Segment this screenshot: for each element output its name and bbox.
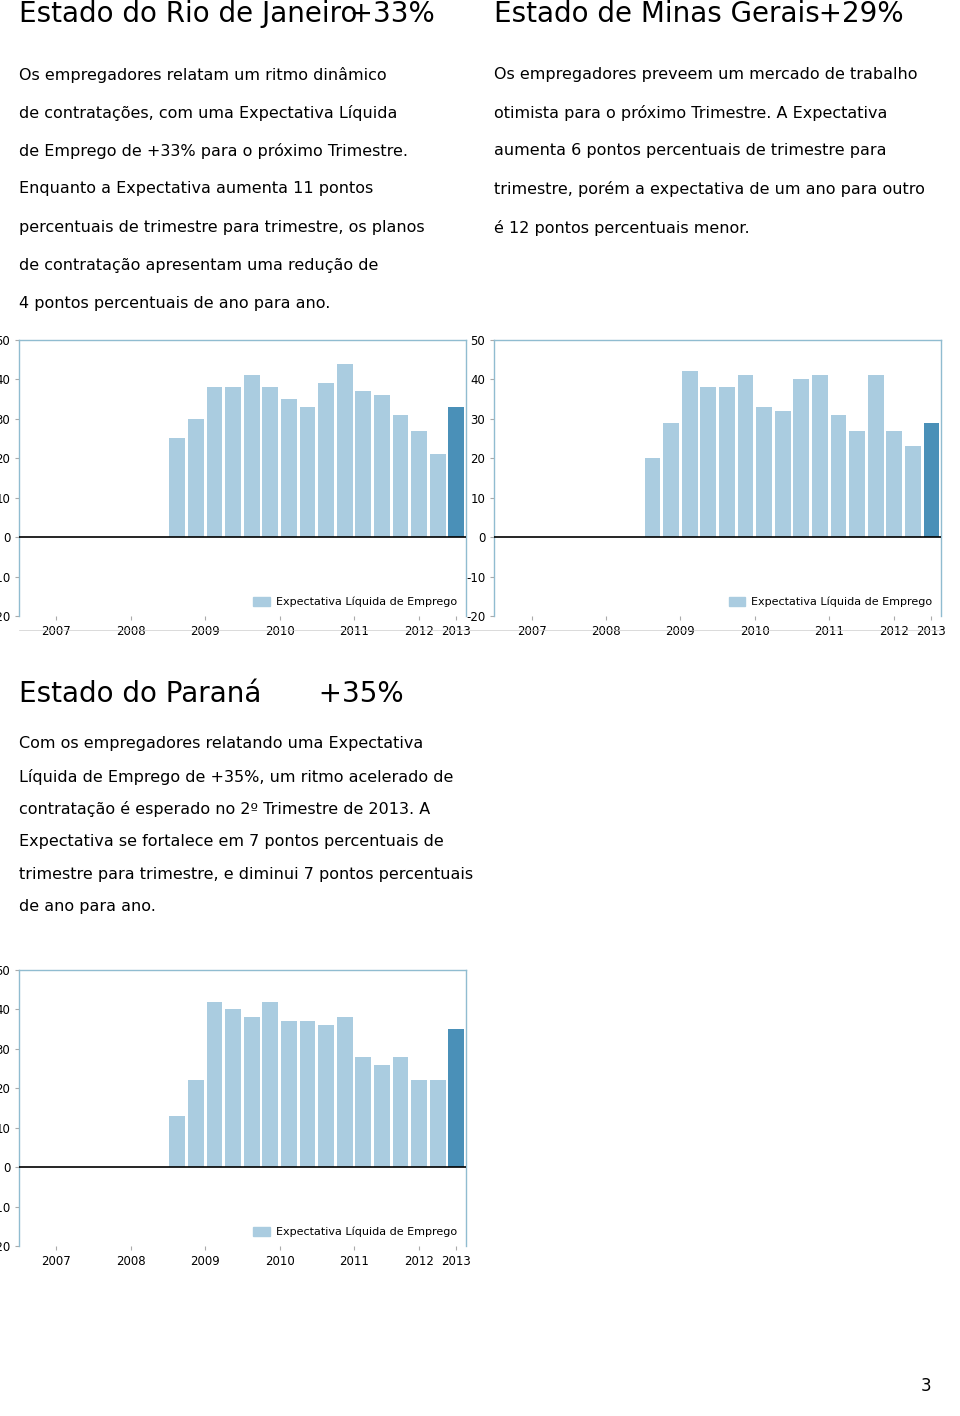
Bar [448,406,465,537]
Bar [337,1017,352,1167]
Bar [430,1080,445,1167]
Text: Com os empregadores relatando uma Expectativa: Com os empregadores relatando uma Expect… [19,736,423,752]
Bar [905,446,921,537]
Bar [393,415,408,537]
Bar [374,1065,390,1167]
Bar [262,387,278,537]
Bar [411,1080,427,1167]
Bar [737,375,754,537]
Bar [756,406,772,537]
Bar [850,430,865,537]
Bar [300,406,316,537]
Legend: Expectativa Líquida de Emprego: Expectativa Líquida de Emprego [725,593,935,610]
Bar [374,395,390,537]
Bar [318,1025,334,1167]
Text: Os empregadores relatam um ritmo dinâmico: Os empregadores relatam um ritmo dinâmic… [19,67,387,82]
Text: de contratações, com uma Expectativa Líquida: de contratações, com uma Expectativa Líq… [19,105,397,120]
Text: otimista para o próximo Trimestre. A Expectativa: otimista para o próximo Trimestre. A Exp… [494,105,888,120]
Text: Estado de Minas Gerais: Estado de Minas Gerais [494,0,820,28]
Bar [644,459,660,537]
Bar [393,1056,408,1167]
Bar [868,375,883,537]
Bar [206,387,223,537]
Text: trimestre para trimestre, e diminui 7 pontos percentuais: trimestre para trimestre, e diminui 7 po… [19,867,473,882]
Legend: Expectativa Líquida de Emprego: Expectativa Líquida de Emprego [250,593,460,610]
Bar [188,419,204,537]
Text: de Emprego de +33% para o próximo Trimestre.: de Emprego de +33% para o próximo Trimes… [19,143,408,159]
Bar [169,1116,185,1167]
Text: de contratação apresentam uma redução de: de contratação apresentam uma redução de [19,258,378,273]
Bar [701,387,716,537]
Bar [411,430,427,537]
Bar [226,1010,241,1167]
Bar [924,422,940,537]
Bar [355,1056,372,1167]
Bar [337,364,352,537]
Text: Estado do Rio de Janeiro: Estado do Rio de Janeiro [19,0,357,28]
Bar [812,375,828,537]
Text: +29%: +29% [792,0,904,28]
Bar [663,422,679,537]
Bar [430,455,445,537]
Text: Estado do Paraná: Estado do Paraná [19,680,261,708]
Bar [448,1029,465,1167]
Bar [355,391,372,537]
Bar [793,379,809,537]
Bar [226,387,241,537]
Text: trimestre, porém a expectativa de um ano para outro: trimestre, porém a expectativa de um ano… [494,181,925,197]
Text: aumenta 6 pontos percentuais de trimestre para: aumenta 6 pontos percentuais de trimestr… [494,143,887,159]
Text: 3: 3 [921,1376,931,1395]
Bar [281,399,297,537]
Text: Líquida de Emprego de +35%, um ritmo acelerado de: Líquida de Emprego de +35%, um ritmo ace… [19,769,453,784]
Text: Expectativa se fortalece em 7 pontos percentuais de: Expectativa se fortalece em 7 pontos per… [19,834,444,850]
Text: é 12 pontos percentuais menor.: é 12 pontos percentuais menor. [494,219,750,235]
Text: 4 pontos percentuais de ano para ano.: 4 pontos percentuais de ano para ano. [19,296,330,312]
Bar [244,375,259,537]
Text: contratação é esperado no 2º Trimestre de 2013. A: contratação é esperado no 2º Trimestre d… [19,801,430,817]
Bar [206,1001,223,1167]
Text: Enquanto a Expectativa aumenta 11 pontos: Enquanto a Expectativa aumenta 11 pontos [19,181,373,197]
Bar [318,384,334,537]
Bar [830,415,847,537]
Text: +35%: +35% [293,680,404,708]
Bar [719,387,734,537]
Text: +33%: +33% [324,0,435,28]
Bar [682,371,698,537]
Bar [886,430,902,537]
Bar [775,411,791,537]
Bar [281,1021,297,1167]
Text: Os empregadores preveem um mercado de trabalho: Os empregadores preveem um mercado de tr… [494,67,918,82]
Bar [188,1080,204,1167]
Bar [169,439,185,537]
Bar [300,1021,316,1167]
Legend: Expectativa Líquida de Emprego: Expectativa Líquida de Emprego [250,1223,460,1240]
Bar [262,1001,278,1167]
Text: de ano para ano.: de ano para ano. [19,899,156,915]
Bar [244,1017,259,1167]
Text: percentuais de trimestre para trimestre, os planos: percentuais de trimestre para trimestre,… [19,219,425,235]
